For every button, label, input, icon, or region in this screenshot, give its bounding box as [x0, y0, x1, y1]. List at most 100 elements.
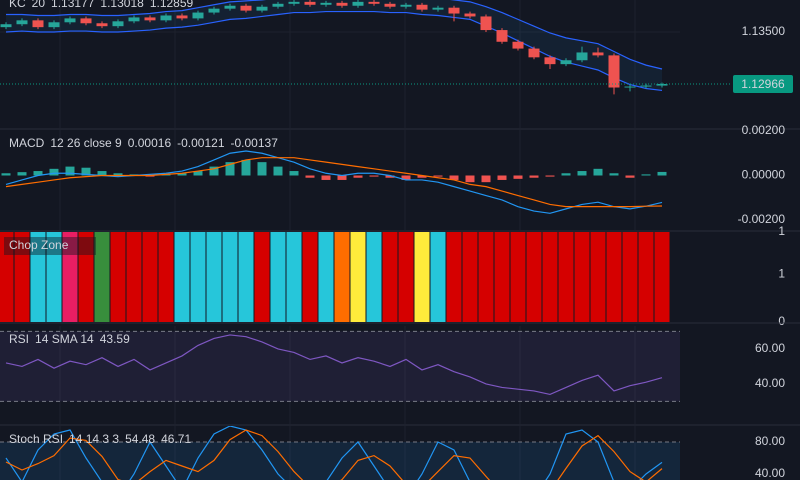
line: [5, 157, 663, 208]
candle-body: [640, 85, 652, 87]
histogram-bar: [417, 175, 427, 178]
zone-bar: [590, 232, 606, 322]
candle-body: [176, 15, 188, 19]
zone-bar: [94, 232, 110, 322]
y-tick-label: 80.00: [755, 434, 785, 448]
candle-body: [544, 57, 556, 65]
candle-body: [64, 18, 76, 23]
candle-body: [352, 1, 364, 6]
zone-bar: [174, 232, 190, 322]
y-tick-label: 1: [778, 224, 785, 238]
zone-bar: [638, 232, 654, 322]
zone-bar: [318, 232, 334, 322]
histogram-bar: [529, 175, 539, 178]
zone-bar: [366, 232, 382, 322]
histogram-bar: [545, 175, 555, 177]
zone-bar: [142, 232, 158, 322]
candle-body: [368, 1, 380, 4]
histogram-bar: [593, 168, 603, 176]
candle-body: [416, 4, 428, 10]
candle-body: [496, 30, 508, 42]
candle-body: [592, 52, 604, 56]
candle-body: [144, 17, 156, 21]
candle-body: [464, 13, 476, 17]
candle-body: [96, 23, 108, 27]
histogram-bar: [49, 168, 59, 176]
zone-bar: [190, 232, 206, 322]
y-tick-label: 1: [778, 266, 785, 280]
candle-body: [224, 5, 236, 9]
candle-body: [448, 7, 460, 14]
zone-bar: [14, 232, 30, 322]
line: [5, 334, 663, 396]
legend-value: 46.71: [161, 432, 191, 446]
indicator-title: RSI: [9, 332, 29, 346]
zone-bar: [126, 232, 142, 322]
zone-bar: [30, 232, 46, 322]
histogram-bar: [17, 172, 27, 176]
candle-body: [272, 3, 284, 7]
candle-body: [480, 16, 492, 31]
zone-bar: [286, 232, 302, 322]
histogram-bar: [273, 166, 283, 176]
histogram-bar: [321, 175, 331, 180]
candle-body: [576, 52, 588, 61]
zone-bar: [0, 232, 14, 322]
zone-bar: [334, 232, 350, 322]
histogram-bar: [625, 175, 635, 178]
pane: [0, 232, 670, 322]
zone-bar: [542, 232, 558, 322]
y-tick-label: -0.00200: [738, 212, 786, 226]
candle-body: [192, 12, 204, 19]
price-tag: [733, 75, 793, 94]
legend-value: 54.48: [125, 432, 155, 446]
zone-bar: [62, 232, 78, 322]
candle-body: [160, 15, 172, 21]
line: [6, 0, 663, 70]
y-tick-label: 0.00000: [742, 168, 786, 182]
pane: [0, 426, 680, 480]
zone-bar: [526, 232, 542, 322]
histogram-bar: [65, 166, 75, 176]
candle-body: [80, 18, 92, 24]
histogram-bar: [1, 173, 11, 176]
candle-body: [608, 55, 620, 88]
legend-value: 1.13177: [51, 0, 95, 10]
histogram-bar: [257, 162, 267, 176]
candle-body: [512, 41, 524, 49]
indicator-params: 14 14 3 3: [69, 432, 119, 446]
candle-body: [240, 5, 252, 11]
candle-body: [432, 7, 444, 10]
histogram-bar: [113, 173, 123, 176]
candle-body: [656, 84, 668, 86]
legend-value: 1.13018: [100, 0, 144, 10]
zone-bar: [462, 232, 478, 322]
zone-bar: [238, 232, 254, 322]
candle-body: [304, 1, 316, 5]
zone-bar: [110, 232, 126, 322]
histogram-bar: [97, 171, 107, 176]
pane: [0, 326, 680, 424]
zone-bar: [622, 232, 638, 322]
candle-body: [128, 17, 140, 22]
legend-value: 1.12859: [150, 0, 194, 10]
line: [5, 150, 663, 214]
band-fill: [0, 331, 680, 402]
zone-bar: [270, 232, 286, 322]
pane: [0, 0, 680, 128]
zone-bar: [574, 232, 590, 322]
histogram-bar: [433, 175, 443, 177]
zone-bar: [46, 232, 62, 322]
band-area: [6, 0, 662, 91]
histogram-bar: [481, 175, 491, 183]
zone-bar: [606, 232, 622, 322]
histogram-bar: [577, 171, 587, 176]
y-tick-label: 60.00: [755, 341, 785, 355]
histogram-bar: [369, 175, 379, 177]
indicator-params: 20: [32, 0, 46, 10]
histogram-bar: [465, 175, 475, 183]
indicator-title: Stoch RSI: [9, 432, 63, 446]
histogram-bar: [337, 175, 347, 180]
legend-bg: [4, 237, 96, 255]
